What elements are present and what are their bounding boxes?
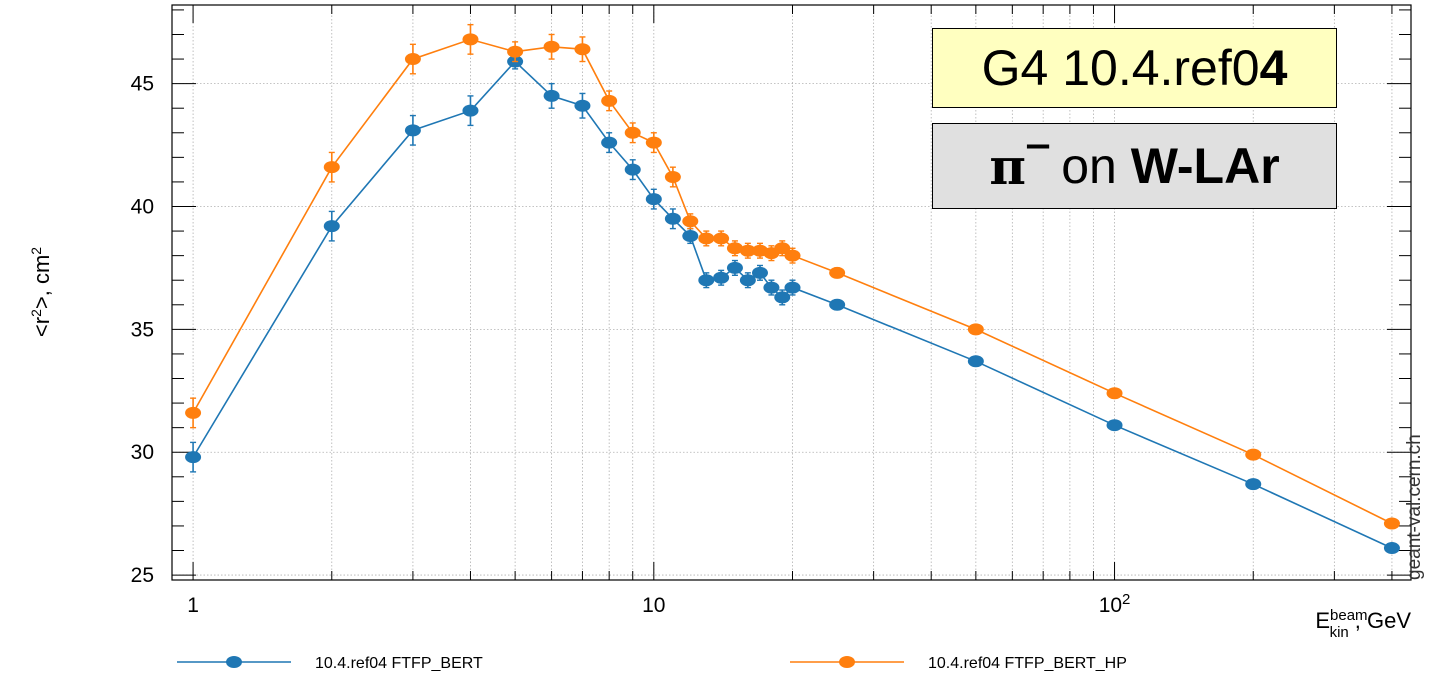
data-point	[698, 274, 715, 287]
data-point	[751, 266, 768, 279]
x-tick-label: 102	[1099, 591, 1131, 618]
data-point	[682, 215, 699, 228]
data-point	[645, 136, 662, 149]
watermark: geant-val.cern.ch	[1404, 434, 1425, 580]
data-point	[726, 261, 743, 274]
data-point	[664, 212, 681, 225]
data-point	[829, 298, 846, 311]
legend-label: 10.4.ref04 FTFP_BERT_HP	[928, 655, 1127, 672]
particle-symbol: π	[989, 136, 1026, 196]
y-tick-label: 35	[131, 318, 154, 341]
legend-label: 10.4.ref04 FTFP_BERT	[315, 655, 483, 672]
target-name: W-LAr	[1130, 138, 1280, 194]
data-point	[698, 232, 715, 245]
y-tick-label: 30	[131, 441, 154, 464]
on-word: on	[1061, 138, 1117, 194]
data-point	[645, 193, 662, 206]
plot-area	[171, 4, 1412, 581]
plot-frame	[171, 4, 1412, 581]
legend-entry-2: 10.4.ref04 FTFP_BERT_HP	[790, 655, 1127, 672]
data-point	[1106, 419, 1123, 432]
legend-marker	[226, 656, 242, 668]
y-axis-label: <r2>, cm2	[28, 247, 54, 337]
x-tick-label: 10	[642, 594, 665, 617]
data-point	[574, 43, 591, 56]
y-tick-label: 40	[131, 195, 154, 218]
data-point	[1383, 542, 1400, 555]
series-layer	[185, 23, 1400, 555]
data-point	[185, 406, 202, 419]
data-point	[404, 53, 421, 66]
data-point	[323, 161, 340, 174]
tick-labels: 25 30 35 40 45 1 10 102	[131, 73, 1131, 617]
data-point	[739, 274, 756, 287]
data-point	[774, 242, 791, 255]
data-point	[1383, 517, 1400, 530]
data-point	[726, 242, 743, 255]
data-point	[462, 33, 479, 46]
data-point	[507, 45, 524, 58]
x-tick-label: 1	[187, 594, 199, 617]
data-point	[713, 271, 730, 284]
data-point	[682, 229, 699, 242]
data-point	[1245, 478, 1262, 491]
data-point	[574, 99, 591, 112]
data-point	[784, 249, 801, 262]
data-point	[462, 104, 479, 117]
legend-marker	[839, 656, 855, 668]
series-1	[185, 53, 1400, 555]
data-point	[829, 266, 846, 279]
y-tick-label: 45	[131, 73, 154, 96]
data-point	[543, 40, 560, 53]
data-point	[323, 220, 340, 233]
data-point	[739, 244, 756, 257]
data-point	[967, 355, 984, 368]
data-point	[1106, 387, 1123, 400]
legend: 10.4.ref04 FTFP_BERT 10.4.ref04 FTFP_BERT…	[177, 655, 1127, 672]
axis-labels: <r2>, cm2 Ebeam kin, GeV	[28, 247, 1411, 641]
version-suffix: 4	[1259, 40, 1288, 96]
data-point	[624, 126, 641, 139]
y-tick-label: 25	[131, 564, 154, 587]
series-2	[185, 23, 1400, 530]
data-point	[601, 136, 618, 149]
data-point	[601, 94, 618, 107]
data-point	[543, 89, 560, 102]
data-point	[713, 232, 730, 245]
axis-ticks	[172, 5, 1411, 580]
data-point	[774, 291, 791, 304]
particle-charge: ‒	[1026, 121, 1050, 166]
version-box: G4 10.4.ref0 4	[932, 28, 1337, 108]
data-point	[664, 171, 681, 184]
data-point	[763, 281, 780, 294]
x-axis-label: Ebeam kin, GeV	[1315, 607, 1411, 641]
data-point	[404, 124, 421, 137]
particle-box: π ‒ on W-LAr	[932, 121, 1337, 209]
data-point	[624, 163, 641, 176]
data-point	[1245, 448, 1262, 461]
legend-entry-1: 10.4.ref04 FTFP_BERT	[177, 655, 483, 672]
version-prefix: G4 10.4.ref0	[981, 40, 1260, 96]
data-point	[185, 451, 202, 464]
data-point	[967, 323, 984, 336]
data-point	[784, 281, 801, 294]
